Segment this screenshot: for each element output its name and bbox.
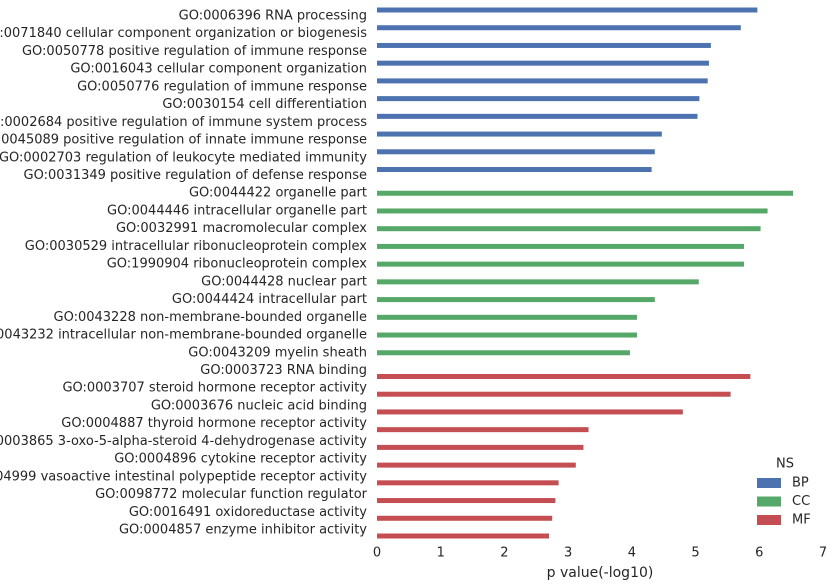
y-tick-label: GO:0003865 3-oxo-5-alpha-steroid 4-dehyd… [0,434,367,449]
y-tick-label: GO:0098772 molecular function regulator [95,487,368,502]
bar [377,167,652,173]
bar [377,391,731,397]
y-tick-label: GO:0044424 intracellular part [172,292,367,307]
y-tick-label: GO:0004887 thyroid hormone receptor acti… [61,416,367,431]
x-tick-label: 5 [691,546,699,561]
legend-label: MF [792,513,811,528]
y-tick-label: GO:0043228 non-membrane-bounded organell… [54,310,368,325]
x-tick-label: 1 [437,546,445,561]
y-tick-label: GO:0071840 cellular component organizati… [0,26,367,41]
bar [377,96,700,102]
y-tick-label: GO:0002684 positive regulation of immune… [0,115,367,130]
x-tick-label: 4 [628,546,636,561]
bar [377,42,711,48]
legend-label: BP [792,476,809,491]
bar [377,515,553,521]
legend-title: NS [776,457,794,472]
y-tick-label: GO:0002703 regulation of leukocyte media… [0,150,367,165]
y-tick-label: GO:0003676 nucleic acid binding [151,398,367,413]
y-tick-label: GO:0003723 RNA binding [200,363,367,378]
bar [377,427,589,433]
y-tick-label: GO:0003707 steroid hormone receptor acti… [62,381,367,396]
bar [377,113,698,119]
y-tick-label: GO:0004896 cytokine receptor activity [114,452,367,467]
x-tick-label: 3 [564,546,572,561]
bar [377,243,744,249]
legend-swatch [757,515,781,525]
bar [377,78,708,84]
bar [377,373,751,379]
bar [377,25,741,31]
x-axis-label: p value(-log10) [547,565,654,581]
bar [377,332,637,338]
y-tick-label: GO:0032991 macromolecular complex [116,221,367,236]
bar [377,60,709,66]
bar [377,226,761,232]
y-tick-label: GO:0004857 enzyme inhibitor activity [119,523,367,538]
y-tick-label: GO:0004999 vasoactive intestinal polypep… [0,469,367,484]
bar [377,462,576,468]
bar [377,279,699,285]
bar [377,533,550,539]
bar [377,208,768,214]
y-tick-label: GO:0044422 organelle part [189,186,367,201]
bar [377,131,662,137]
bar [377,7,758,13]
x-tick-label: 2 [500,546,508,561]
bar [377,498,556,504]
bar [377,480,559,486]
legend-label: CC [792,494,810,509]
bar [377,261,744,267]
y-tick-label: GO:0044446 intracellular organelle part [107,203,367,218]
bar [377,314,637,320]
y-tick-label: GO:0030154 cell differentiation [162,97,367,112]
bar [377,444,584,450]
bar [377,350,630,356]
bar [377,297,655,303]
x-tick-label: 7 [819,546,827,561]
y-tick-label: GO:0016043 cellular component organizati… [70,62,367,77]
bar [377,409,683,415]
y-tick-label: GO:0030529 intracellular ribonucleoprote… [25,239,368,254]
y-tick-label: GO:0050776 regulation of immune response [77,79,367,94]
y-tick-label: GO:0006396 RNA processing [179,9,367,24]
y-tick-label: GO:0045089 positive regulation of innate… [0,133,367,148]
bar [377,190,794,196]
y-tick-label: GO:0044428 nuclear part [201,274,367,289]
y-tick-label: GO:0016491 oxidoreductase activity [129,505,367,520]
x-tick-label: 6 [755,546,763,561]
y-tick-label: GO:1990904 ribonucleoprotein complex [107,257,368,272]
y-tick-label: GO:0031349 positive regulation of defens… [24,168,367,183]
y-tick-label: GO:0043232 intracellular non-membrane-bo… [0,328,367,343]
bar [377,149,655,155]
legend-swatch [757,496,781,507]
legend-swatch [757,478,781,488]
x-tick-label: 0 [373,546,381,561]
y-tick-label: GO:0043209 myelin sheath [188,345,367,360]
y-tick-label: GO:0050778 positive regulation of immune… [22,44,367,59]
